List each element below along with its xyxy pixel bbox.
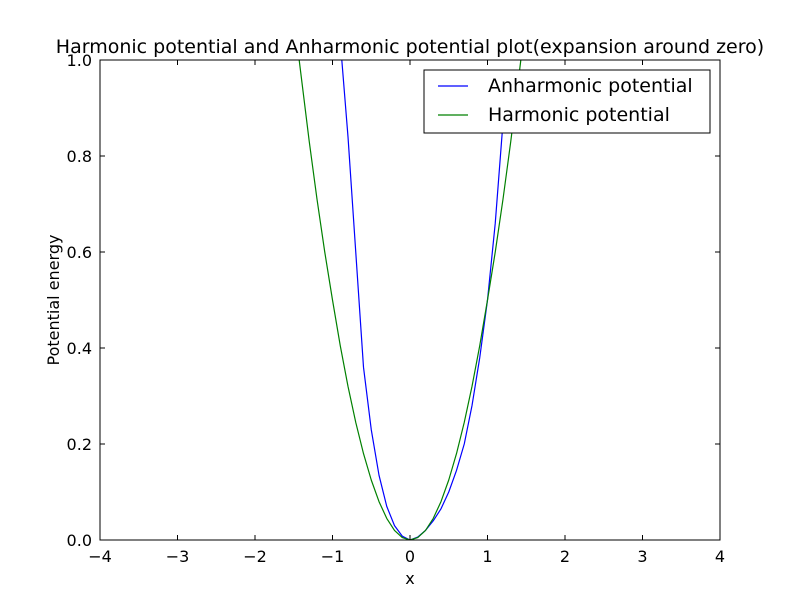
y-tick-label: 0.8 xyxy=(67,147,92,166)
y-tick-label: 0.0 xyxy=(67,531,92,550)
x-tick-label: −3 xyxy=(166,547,190,566)
y-tick-labels: 0.0 0.2 0.4 0.6 0.8 1.0 xyxy=(67,51,92,550)
y-tick-label: 1.0 xyxy=(67,51,92,70)
y-tick-label: 0.2 xyxy=(67,435,92,454)
series-layer xyxy=(298,60,522,540)
x-axis-label: x xyxy=(405,569,414,588)
legend-label-harmonic: Harmonic potential xyxy=(488,104,670,126)
y-tick-label: 0.4 xyxy=(67,339,92,358)
x-tick-label: 2 xyxy=(560,547,570,566)
legend-label-anharmonic: Anharmonic potential xyxy=(488,75,693,97)
legend-box xyxy=(423,69,711,134)
x-tick-label: 1 xyxy=(482,547,492,566)
x-tick-label: −2 xyxy=(243,547,267,566)
chart-title: Harmonic potential and Anharmonic potent… xyxy=(56,36,764,58)
x-tick-labels: −4 −3 −2 −1 0 1 2 3 4 xyxy=(88,547,725,566)
series-line-harmonic-potential xyxy=(298,60,522,540)
plot-frame xyxy=(99,59,721,541)
y-axis-label: Potential energy xyxy=(44,235,63,366)
legend: Anharmonic potential Harmonic potential xyxy=(423,69,711,134)
x-tick-label: 3 xyxy=(637,547,647,566)
x-tick-label: −1 xyxy=(321,547,345,566)
x-tick-label: 4 xyxy=(715,547,725,566)
y-tick-label: 0.6 xyxy=(67,243,92,262)
plot-area xyxy=(100,60,720,540)
x-tick-label: −4 xyxy=(88,547,112,566)
x-tick-label: 0 xyxy=(405,547,415,566)
